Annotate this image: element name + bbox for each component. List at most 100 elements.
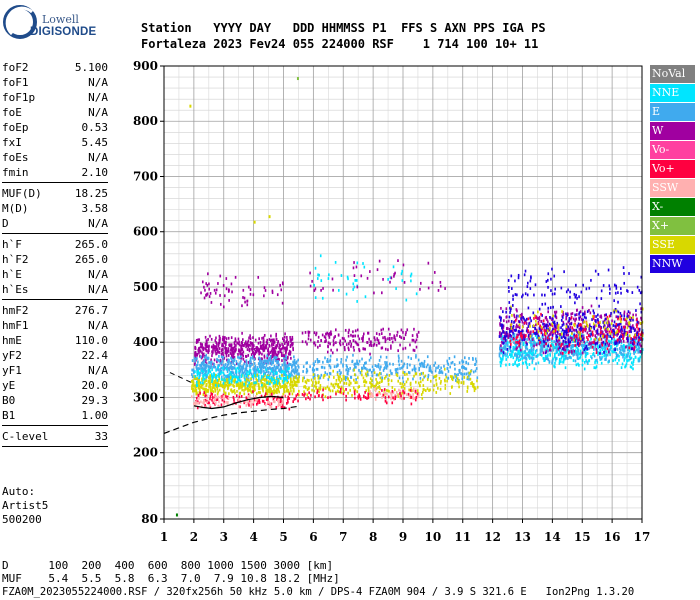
echo-point <box>596 329 599 333</box>
param-row: hmF2 276.7 <box>2 303 108 318</box>
echo-point <box>508 332 511 336</box>
echo-point <box>306 369 309 373</box>
echo-point <box>507 286 510 289</box>
echo-point <box>585 359 587 362</box>
echo-point <box>605 355 607 359</box>
echo-point <box>540 345 543 349</box>
echo-point <box>223 373 225 377</box>
echo-point <box>365 389 367 393</box>
echo-point <box>304 340 307 344</box>
echo-point <box>534 351 537 355</box>
echo-point <box>351 393 353 397</box>
echo-point <box>291 380 294 384</box>
echo-point <box>625 319 628 323</box>
echo-point <box>507 279 510 282</box>
echo-point <box>223 402 225 406</box>
echo-point <box>277 340 279 343</box>
echo-point <box>204 335 207 339</box>
echo-point <box>309 271 311 275</box>
echo-point <box>562 313 565 317</box>
echo-point <box>270 380 273 384</box>
echo-point <box>268 400 270 404</box>
echo-point <box>548 333 551 337</box>
echo-point <box>552 330 554 334</box>
echo-point <box>510 342 512 346</box>
echo-point <box>220 349 223 353</box>
echo-point <box>254 338 257 342</box>
echo-point <box>240 359 242 363</box>
echo-point <box>205 366 207 370</box>
echo-point <box>260 369 262 373</box>
echo-point <box>273 353 275 357</box>
echo-point <box>533 293 535 297</box>
echo-point <box>515 308 518 311</box>
echo-point <box>308 330 311 334</box>
echo-point <box>234 339 237 343</box>
echo-point <box>253 385 255 389</box>
echo-point <box>576 308 578 312</box>
echo-point <box>312 366 314 370</box>
echo-point <box>242 288 245 292</box>
echo-point <box>385 375 387 379</box>
echo-point <box>197 381 200 385</box>
echo-point <box>544 324 546 328</box>
echo-point <box>384 340 387 344</box>
echo-point <box>323 373 326 377</box>
echo-point <box>638 346 641 350</box>
echo-point <box>335 341 337 345</box>
echo-point <box>196 339 198 343</box>
echo-point <box>252 402 255 406</box>
echo-point <box>250 399 252 403</box>
echo-point <box>581 334 584 338</box>
echo-point <box>557 353 560 357</box>
x-tick-label: 16 <box>604 530 621 544</box>
echo-point <box>535 323 537 327</box>
echo-point <box>576 334 578 338</box>
echo-point <box>508 315 511 319</box>
echo-point <box>226 378 228 381</box>
echo-point <box>364 396 367 399</box>
echo-point <box>343 345 346 349</box>
echo-point <box>262 399 265 403</box>
echo-point <box>286 335 288 339</box>
echo-point <box>396 330 399 334</box>
echo-point <box>544 334 547 338</box>
echo-point <box>631 338 634 341</box>
echo-point <box>354 334 357 338</box>
echo-point <box>256 379 258 382</box>
echo-point <box>228 378 230 381</box>
echo-point <box>294 380 297 384</box>
echo-point <box>476 385 479 389</box>
echo-point <box>194 400 197 404</box>
echo-point <box>285 389 288 393</box>
echo-point <box>269 359 272 363</box>
echo-point <box>390 395 393 399</box>
echo-point <box>357 343 360 347</box>
echo-point <box>521 315 523 319</box>
echo-point <box>215 395 218 399</box>
param-value: 276.7 <box>74 304 108 317</box>
echo-point <box>270 338 273 342</box>
echo-point <box>385 388 388 392</box>
echo-point <box>358 393 360 397</box>
echo-point <box>531 344 534 348</box>
echo-point <box>397 359 400 363</box>
echo-point <box>597 346 599 350</box>
echo-point <box>247 374 250 377</box>
echo-point <box>516 335 519 339</box>
echo-point <box>580 325 582 329</box>
echo-point <box>329 365 332 369</box>
echo-point <box>437 386 439 390</box>
echo-point <box>260 357 263 361</box>
echo-point <box>625 345 627 349</box>
echo-point <box>196 377 198 380</box>
echo-point <box>412 396 415 400</box>
param-row: h`F2 265.0 <box>2 252 108 267</box>
echo-point <box>444 387 447 390</box>
echo-point <box>356 343 359 346</box>
echo-point <box>518 355 521 358</box>
echo-point <box>259 367 262 370</box>
echo-point <box>380 346 383 350</box>
echo-point <box>563 350 565 354</box>
echo-point <box>273 395 276 399</box>
